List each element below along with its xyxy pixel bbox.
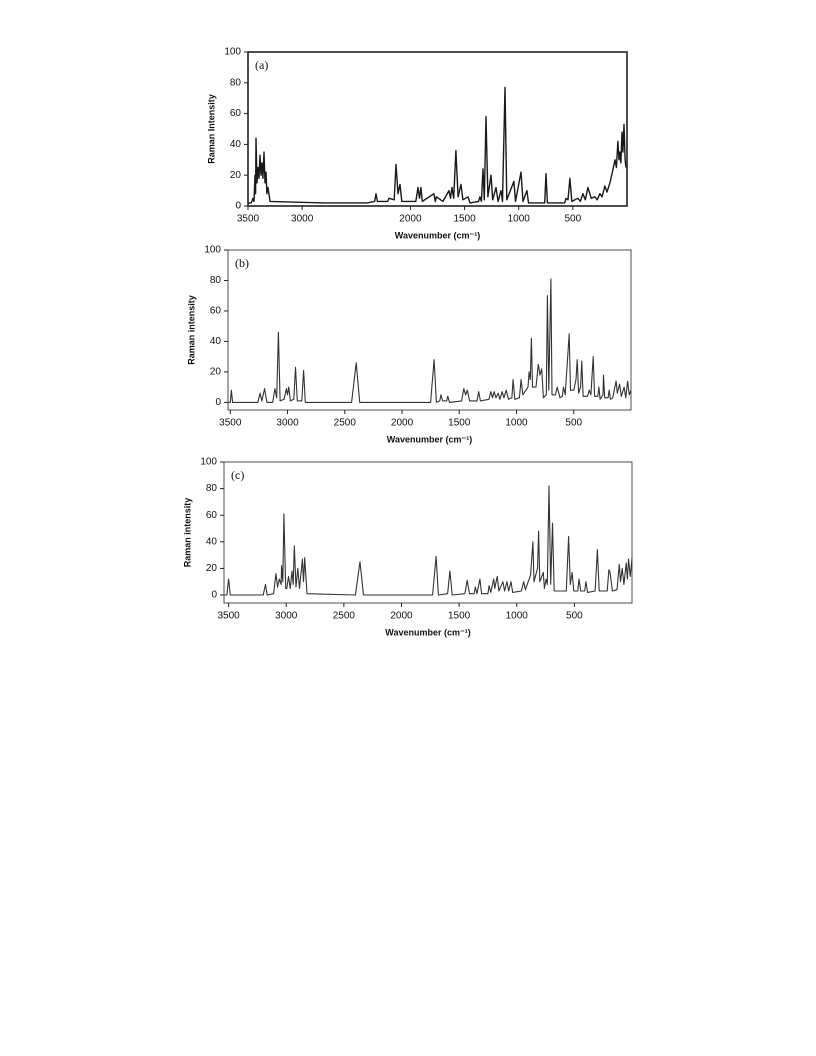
y-tick-label: 60 — [206, 510, 218, 521]
plot-frame — [223, 461, 633, 604]
y-tick-label: 40 — [206, 536, 218, 547]
y-tick-label: 0 — [215, 397, 221, 408]
y-tick-label: 40 — [210, 336, 222, 347]
spectrum-line — [228, 278, 632, 403]
x-tick-label: 2000 — [399, 214, 422, 225]
x-tick-label: 3000 — [291, 214, 314, 225]
x-tick-label: 2500 — [334, 418, 357, 429]
y-axis-label: Raman Intensity — [206, 94, 216, 164]
y-tick-label: 40 — [230, 139, 242, 150]
y-tick-label: 100 — [204, 245, 221, 256]
x-tick-label: 2000 — [391, 418, 414, 429]
x-axis-label: Wavenumber (cm⁻¹) — [395, 230, 480, 240]
x-tick-label: 1500 — [448, 418, 471, 429]
x-axis-label: Wavenumber (cm⁻¹) — [387, 434, 472, 444]
x-tick-label: 500 — [566, 611, 583, 622]
y-axis-label: Raman intensity — [182, 498, 192, 568]
x-tick-label: 2000 — [390, 611, 413, 622]
panel-label: (b) — [235, 256, 249, 270]
x-tick-label: 3500 — [219, 418, 242, 429]
y-tick-label: 0 — [211, 590, 217, 601]
panel-label: (c) — [231, 468, 244, 482]
y-tick-label: 20 — [210, 367, 222, 378]
x-tick-label: 3000 — [276, 418, 299, 429]
x-tick-label: 1000 — [508, 214, 531, 225]
plot-frame — [227, 249, 632, 411]
y-tick-label: 100 — [224, 47, 241, 58]
spectrum-line — [248, 86, 627, 204]
y-tick-label: 60 — [230, 108, 242, 119]
x-tick-label: 1000 — [506, 611, 529, 622]
y-tick-label: 80 — [210, 275, 222, 286]
y-tick-label: 20 — [230, 170, 242, 181]
x-tick-label: 3000 — [275, 611, 298, 622]
x-tick-label: 500 — [565, 214, 582, 225]
y-tick-label: 20 — [206, 563, 218, 574]
y-tick-label: 0 — [235, 201, 241, 212]
y-tick-label: 100 — [200, 457, 217, 468]
y-tick-label: 80 — [206, 483, 218, 494]
x-tick-label: 500 — [565, 418, 582, 429]
panel-label: (a) — [255, 58, 268, 72]
x-tick-label: 3500 — [217, 611, 240, 622]
x-tick-label: 1500 — [448, 611, 471, 622]
x-tick-label: 2500 — [333, 611, 356, 622]
y-tick-label: 80 — [230, 77, 242, 88]
x-axis-label: Wavenumber (cm⁻¹) — [385, 627, 470, 637]
x-tick-label: 1000 — [505, 418, 528, 429]
plot-frame — [247, 51, 628, 207]
spectrum-line — [224, 485, 633, 596]
x-tick-label: 1500 — [453, 214, 476, 225]
x-tick-label: 3500 — [237, 214, 260, 225]
y-tick-label: 60 — [210, 306, 222, 317]
y-axis-label: Raman intensity — [186, 295, 196, 365]
